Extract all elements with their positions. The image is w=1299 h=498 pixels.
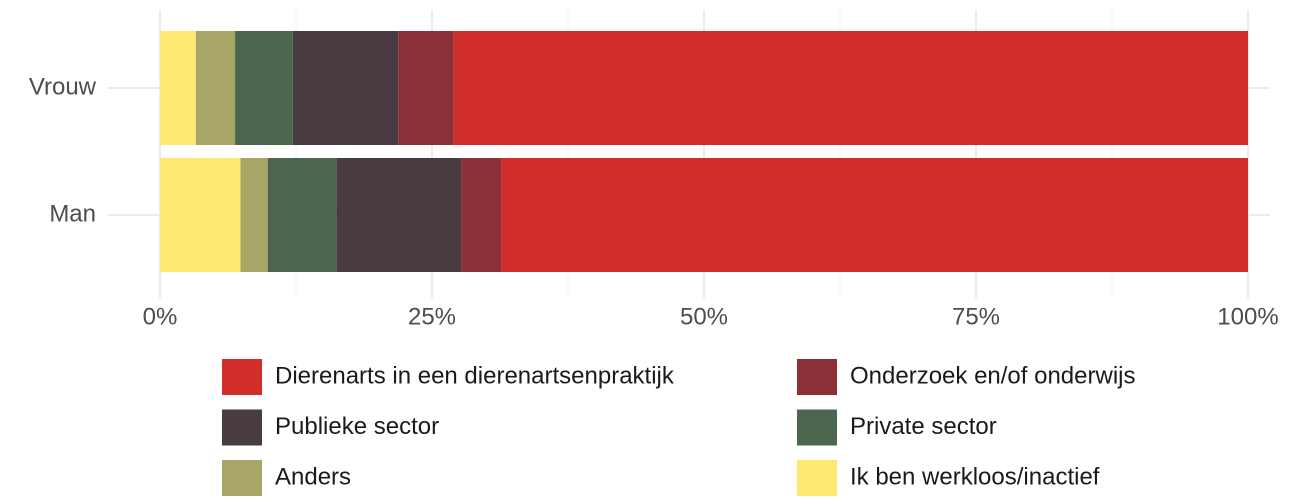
legend-label: Ik ben werkloos/inactief: [850, 463, 1100, 490]
x-tick-label: 0%: [143, 303, 178, 330]
bar-segment: [240, 158, 268, 272]
bar-segment: [267, 158, 337, 272]
legend-swatch: [797, 359, 837, 395]
x-tick-label: 100%: [1217, 303, 1278, 330]
bar-segment: [501, 158, 1249, 272]
x-tick-label: 75%: [952, 303, 1000, 330]
legend-swatch: [222, 409, 262, 446]
bar-segment: [160, 158, 241, 272]
legend-label: Private sector: [850, 413, 997, 440]
y-tick-label: Vrouw: [29, 73, 97, 100]
bar-segment: [235, 31, 293, 145]
legend-swatch: [797, 409, 837, 446]
legend-swatch: [222, 359, 262, 395]
bar-segment: [195, 31, 236, 145]
y-tick-label: Man: [49, 200, 96, 227]
bar-segment: [336, 158, 462, 272]
legend-label: Dierenarts in een dierenartsenpraktijk: [275, 362, 675, 389]
bar-segment: [160, 31, 196, 145]
bar-segment: [292, 31, 399, 145]
x-tick-label: 25%: [408, 303, 456, 330]
bar-segment: [461, 158, 502, 272]
legend-label: Anders: [275, 463, 351, 490]
bar-segment: [453, 31, 1248, 145]
x-tick-label: 50%: [680, 303, 728, 330]
legend-label: Onderzoek en/of onderwijs: [850, 362, 1136, 389]
legend-swatch: [222, 460, 262, 496]
legend-swatch: [797, 460, 837, 496]
bar-segment: [398, 31, 454, 145]
legend-label: Publieke sector: [275, 413, 439, 440]
